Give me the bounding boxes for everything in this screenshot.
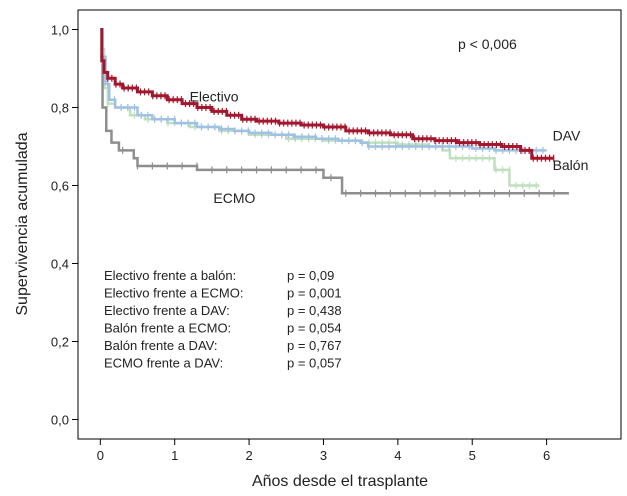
comparison-p-value: p = 0,09: [287, 268, 334, 283]
y-tick-label: 0,8: [51, 101, 69, 116]
x-tick-label: 2: [245, 448, 252, 463]
y-tick-label: 0,6: [51, 179, 69, 194]
comparison-label: Electivo frente a ECMO:: [104, 286, 243, 301]
comparison-label: Electivo frente a balón:: [104, 268, 236, 283]
x-tick-label: 4: [394, 448, 401, 463]
comparison-p-value: p = 0,767: [287, 338, 342, 353]
censor-marks-ecmo: [122, 146, 555, 197]
series-label: ECMO: [213, 190, 255, 206]
series-line-ecmo: [100, 55, 569, 195]
overall-p-value: p < 0,006: [458, 36, 517, 52]
pairwise-comparisons: Electivo frente a balón: p = 0,09 Electivo…: [104, 268, 342, 371]
y-axis: 0,0 0,2 0,4 0,6 0,8 1,0: [51, 23, 78, 428]
y-tick-label: 1,0: [51, 23, 69, 38]
series-line-electivo: [100, 28, 555, 160]
y-tick-label: 0,4: [51, 257, 69, 272]
x-axis: 0 1 2 3 4 5 6: [97, 439, 550, 463]
y-axis-title: Supervivencia acumulada: [14, 132, 31, 315]
plot-frame: [77, 9, 622, 440]
x-tick-label: 5: [469, 448, 476, 463]
series-layer: [100, 28, 569, 197]
series-labels: Electivo DAV Balón ECMO: [190, 89, 589, 206]
comparison-label: Electivo frente a DAV:: [104, 303, 230, 318]
y-tick-label: 0,0: [51, 413, 69, 428]
comparison-p-value: p = 0,054: [287, 321, 342, 336]
series-label: DAV: [553, 128, 581, 144]
y-tick-label: 0,2: [51, 335, 69, 350]
x-tick-label: 1: [171, 448, 178, 463]
censor-marks-electivo: [107, 74, 555, 162]
x-tick-label: 0: [97, 448, 104, 463]
comparison-p-value: p = 0,057: [287, 356, 342, 371]
x-axis-title: Años desde el trasplante: [252, 473, 428, 490]
comparison-label: Balón frente a DAV:: [104, 338, 217, 353]
comparison-label: Balón frente a ECMO:: [104, 321, 231, 336]
comparison-p-value: p = 0,001: [287, 286, 342, 301]
comparison-p-value: p = 0,438: [287, 303, 342, 318]
x-tick-label: 6: [543, 448, 550, 463]
comparison-label: ECMO frente a DAV:: [104, 356, 223, 371]
x-tick-label: 3: [320, 448, 327, 463]
series-label: Balón: [553, 157, 589, 173]
series-label: Electivo: [190, 89, 239, 105]
